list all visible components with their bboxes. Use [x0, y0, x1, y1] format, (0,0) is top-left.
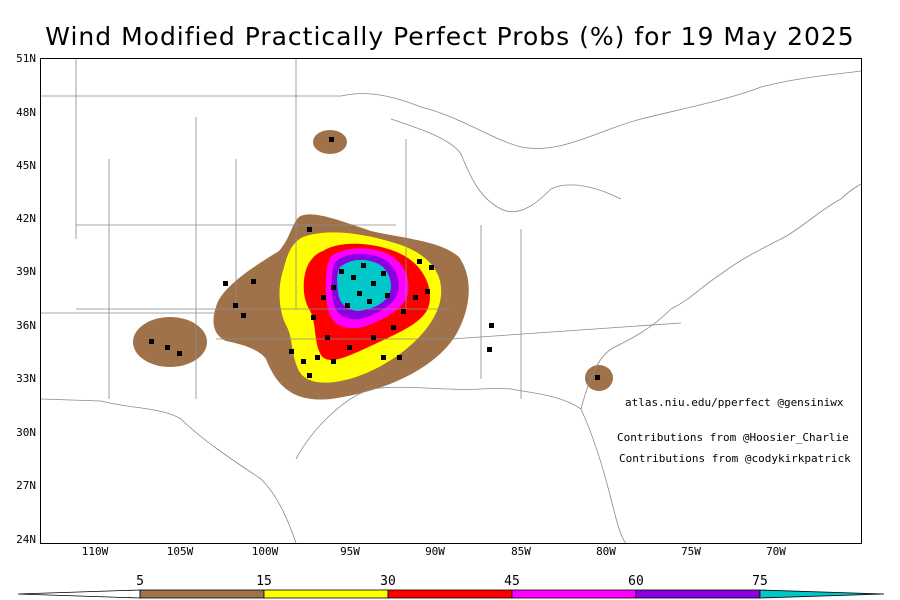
- lon-label-100w: 100W: [251, 545, 279, 558]
- report-marker: [321, 295, 326, 300]
- map-boundaries: [41, 59, 861, 543]
- lat-label-45n: 45N: [16, 159, 36, 172]
- report-marker: [345, 303, 350, 308]
- lon-label-85w: 85W: [511, 545, 531, 558]
- credit-contrib-cody: Contributions from @codykirkpatrick: [619, 452, 851, 465]
- colorbar-swatch: [635, 589, 761, 599]
- colorbar-swatch: [139, 589, 265, 599]
- map-title: Wind Modified Practically Perfect Probs …: [45, 22, 855, 51]
- report-marker: [595, 375, 600, 380]
- report-marker: [351, 275, 356, 280]
- lat-label-39n: 39N: [16, 265, 36, 278]
- report-marker: [381, 271, 386, 276]
- colorbar-swatch: [263, 589, 389, 599]
- lat-label-48n: 48N: [16, 106, 36, 119]
- state-lines-v1: [75, 59, 522, 399]
- atlantic-coastline: [580, 183, 861, 410]
- report-marker: [339, 269, 344, 274]
- colorbar-label-45: 45: [504, 574, 520, 589]
- lat-label-30n: 30N: [16, 426, 36, 439]
- lon-label-95w: 95W: [340, 545, 360, 558]
- colorbar: [17, 589, 885, 599]
- lat-label-36n: 36N: [16, 319, 36, 332]
- lat-label-27n: 27N: [16, 479, 36, 492]
- lat-label-51n: 51N: [16, 52, 36, 65]
- colorbar-swatch: [511, 589, 637, 599]
- report-marker: [331, 285, 336, 290]
- lon-label-80w: 80W: [596, 545, 616, 558]
- report-marker: [325, 335, 330, 340]
- report-marker: [165, 345, 170, 350]
- map-canvas: [41, 59, 861, 543]
- report-marker: [371, 335, 376, 340]
- lon-label-75w: 75W: [681, 545, 701, 558]
- report-marker: [391, 325, 396, 330]
- colorbar-label-30: 30: [380, 574, 396, 589]
- report-marker: [425, 289, 430, 294]
- lat-label-42n: 42N: [16, 212, 36, 225]
- colorbar-arrow-low: [17, 589, 141, 599]
- colorbar-label-5: 5: [136, 574, 144, 589]
- report-marker: [301, 359, 306, 364]
- report-marker: [223, 281, 228, 286]
- gulf-coastline: [41, 386, 627, 543]
- colorbar-segments: [17, 589, 885, 599]
- report-marker: [429, 265, 434, 270]
- lon-label-110w: 110W: [81, 545, 109, 558]
- report-marker: [311, 315, 316, 320]
- colorbar-label-75: 75: [752, 574, 768, 589]
- report-marker: [489, 323, 494, 328]
- colorbar-arrow-high: [759, 589, 885, 599]
- map-panel: [40, 58, 862, 544]
- lat-label-24n: 24N: [16, 533, 36, 546]
- report-marker: [241, 313, 246, 318]
- credit-contrib-hoosier: Contributions from @Hoosier_Charlie: [617, 431, 849, 444]
- report-marker: [177, 351, 182, 356]
- report-marker: [385, 293, 390, 298]
- lat-label-33n: 33N: [16, 372, 36, 385]
- report-marker: [233, 303, 238, 308]
- report-marker: [417, 259, 422, 264]
- contour-75pct: [337, 259, 391, 311]
- report-marker: [149, 339, 154, 344]
- lon-label-105w: 105W: [166, 545, 194, 558]
- great-lakes: [390, 118, 622, 213]
- report-marker: [307, 227, 312, 232]
- report-marker: [307, 373, 312, 378]
- credit-site: atlas.niu.edu/pperfect @gensiniwx: [625, 396, 844, 409]
- report-marker: [413, 295, 418, 300]
- storm-reports: [149, 137, 600, 380]
- report-marker: [251, 279, 256, 284]
- report-marker: [381, 355, 386, 360]
- report-marker: [487, 347, 492, 352]
- report-marker: [371, 281, 376, 286]
- report-marker: [329, 137, 334, 142]
- report-marker: [289, 349, 294, 354]
- canada-border: [41, 70, 861, 149]
- report-marker: [357, 291, 362, 296]
- report-marker: [347, 345, 352, 350]
- report-marker: [331, 359, 336, 364]
- report-marker: [401, 309, 406, 314]
- report-marker: [367, 299, 372, 304]
- colorbar-label-15: 15: [256, 574, 272, 589]
- colorbar-label-60: 60: [628, 574, 644, 589]
- report-marker: [315, 355, 320, 360]
- probability-contours: [133, 130, 613, 400]
- report-marker: [397, 355, 402, 360]
- lon-label-90w: 90W: [425, 545, 445, 558]
- colorbar-swatch: [387, 589, 513, 599]
- contour-5pct-nm: [133, 317, 207, 367]
- report-marker: [361, 263, 366, 268]
- lon-label-70w: 70W: [766, 545, 786, 558]
